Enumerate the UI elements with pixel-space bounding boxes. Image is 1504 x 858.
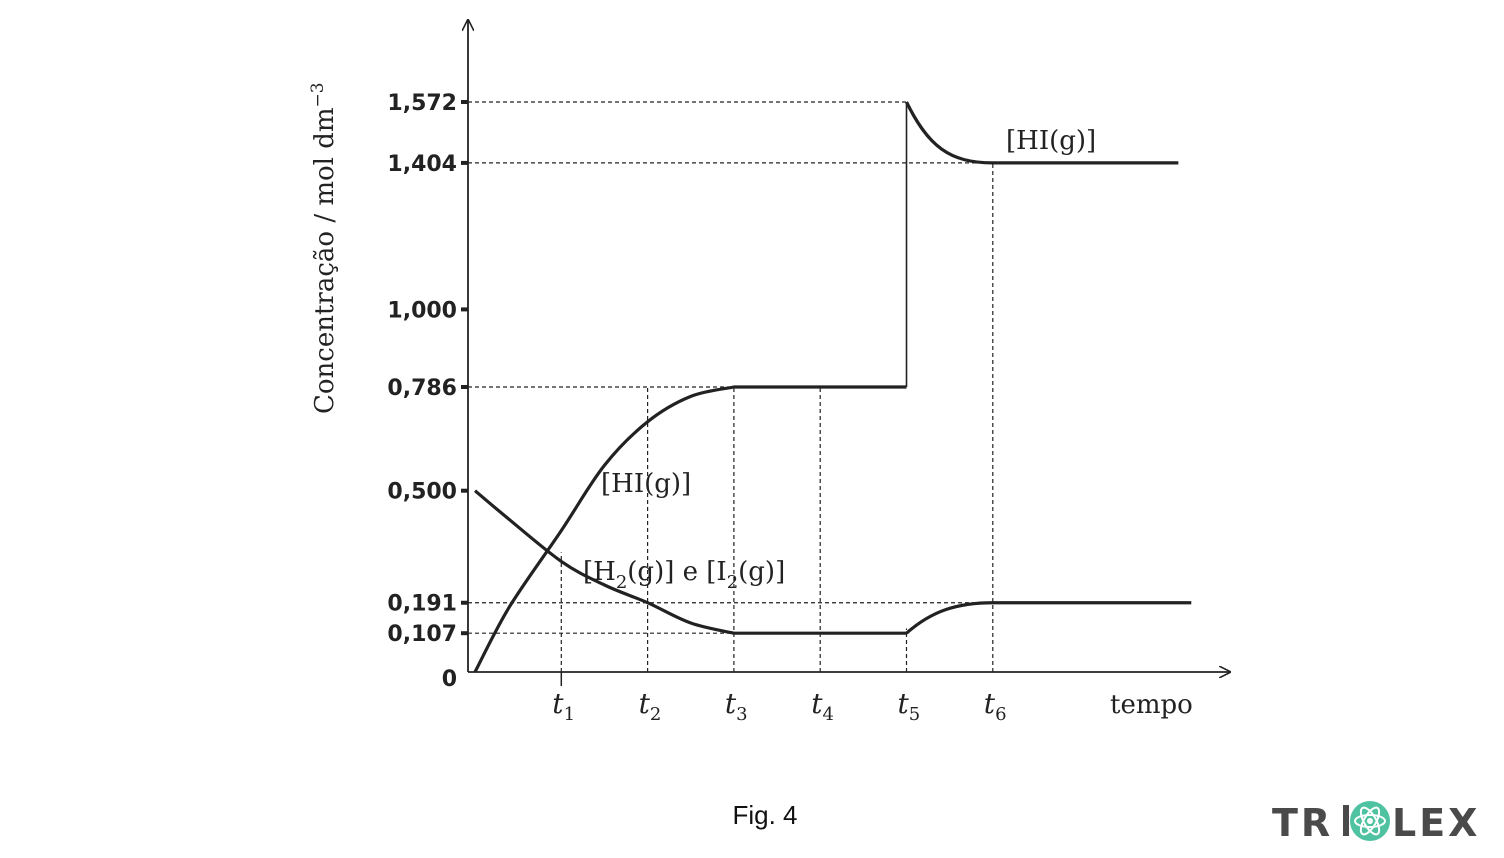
x-tick-label: t4 bbox=[811, 687, 834, 725]
trilex-logo: TR LEX bbox=[1272, 801, 1480, 845]
y-tick-label: 1,404 bbox=[387, 152, 457, 177]
svg-text:TR: TR bbox=[1272, 801, 1333, 845]
y-tick-label: 1,572 bbox=[387, 91, 457, 116]
axes bbox=[468, 20, 1230, 672]
y-tick-label: 0,191 bbox=[387, 592, 457, 617]
annotation-hi-upper: [HI(g)] bbox=[1006, 126, 1096, 156]
series-hi-initial bbox=[473, 385, 907, 673]
y-tick-label: 0,500 bbox=[387, 480, 457, 505]
x-tick-label: t3 bbox=[725, 687, 748, 725]
series-hi-after bbox=[905, 101, 1179, 165]
figure-caption: Fig. 4 bbox=[732, 800, 798, 830]
x-tick-label: t5 bbox=[898, 687, 921, 725]
x-ticks: t1 t2 t3 t4 t5 t6 bbox=[552, 672, 1007, 725]
y-tick-label: 0,107 bbox=[387, 622, 457, 647]
x-axis-label: tempo bbox=[1110, 690, 1193, 720]
x-tick-label: t2 bbox=[639, 687, 662, 725]
series-h2-i2-after bbox=[905, 601, 1192, 635]
annotation-hi-lower: [HI(g)] bbox=[601, 469, 691, 499]
curves bbox=[473, 101, 1192, 673]
x-tick-label: t6 bbox=[984, 687, 1007, 725]
series-h2-i2-initial bbox=[473, 489, 907, 635]
y-tick-label: 1,000 bbox=[387, 298, 457, 323]
dashed-guides bbox=[468, 101, 994, 672]
y-tick-label: 0,786 bbox=[387, 376, 457, 401]
x-tick-label: t1 bbox=[552, 687, 575, 725]
y-axis-label: Concentração / mol dm−3 bbox=[308, 82, 340, 414]
y-axis-label-exponent: −3 bbox=[308, 82, 328, 107]
y-ticks: 1,572 1,404 1,000 0,786 0,500 0,191 0,107 0 bbox=[387, 91, 468, 692]
y-tick-label: 0 bbox=[442, 667, 457, 692]
svg-text:LEX: LEX bbox=[1392, 801, 1480, 845]
annotation-h2-i2: [H2(g)] e [I2(g)] bbox=[583, 557, 785, 593]
